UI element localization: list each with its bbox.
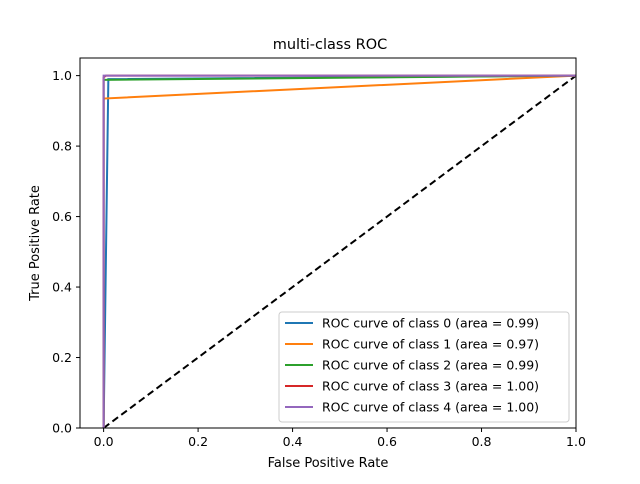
roc-line-class-4 — [102, 74, 576, 428]
axes-frame — [79, 57, 577, 429]
chart-title: multi-class ROC — [273, 37, 388, 53]
legend-label-class-1: ROC curve of class 1 (area = 0.97) — [322, 337, 539, 352]
y-tick-label: 0.8 — [52, 139, 72, 154]
x-axis-label: False Positive Rate — [268, 456, 389, 471]
legend-label-class-4: ROC curve of class 4 (area = 1.00) — [322, 400, 539, 415]
x-tick-label: 1.0 — [566, 434, 586, 449]
legend-label-class-0: ROC curve of class 0 (area = 0.99) — [322, 316, 539, 331]
y-tick-label: 0.4 — [52, 280, 72, 295]
x-tick-label: 0.2 — [188, 434, 208, 449]
y-axis-label: True Positive Rate — [28, 185, 43, 302]
x-tick-label: 0.4 — [283, 434, 303, 449]
legend-box — [278, 311, 570, 423]
y-tick-label: 0.0 — [52, 421, 72, 436]
legend: ROC curve of class 0 (area = 0.99) ROC cu… — [278, 311, 570, 423]
x-tick-label: 0.8 — [472, 434, 492, 449]
legend-label-class-2: ROC curve of class 2 (area = 0.99) — [322, 358, 539, 373]
y-tick-label: 0.6 — [52, 209, 72, 224]
y-tick-label: 1.0 — [52, 68, 72, 83]
x-tick-label: 0.0 — [94, 434, 114, 449]
x-tick-label: 0.6 — [377, 434, 397, 449]
series-group — [102, 74, 576, 428]
y-tick-label: 0.2 — [52, 350, 72, 365]
legend-label-class-3: ROC curve of class 3 (area = 1.00) — [322, 379, 539, 394]
